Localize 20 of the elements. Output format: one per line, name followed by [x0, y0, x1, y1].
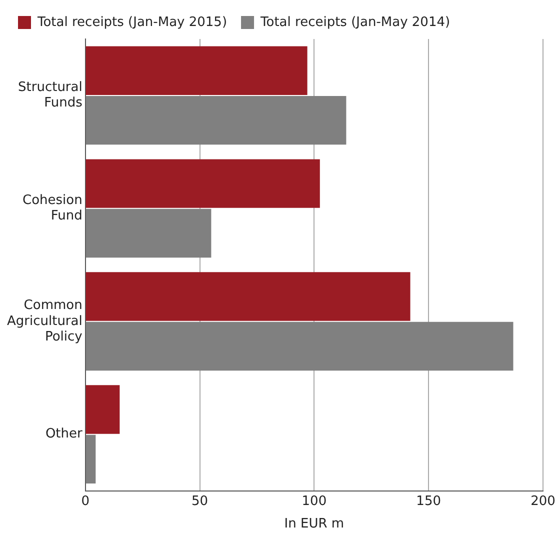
y-tick-label: Cohesion Fund — [22, 193, 82, 224]
x-axis-title: In EUR m — [284, 516, 344, 532]
bar — [86, 385, 120, 434]
bar — [86, 272, 410, 321]
y-tick-label: Other — [45, 426, 84, 442]
bar — [86, 96, 346, 145]
bar — [86, 208, 212, 258]
bar — [86, 322, 514, 371]
bar — [86, 46, 308, 95]
y-tick-label: Common Agricultural Policy — [7, 298, 83, 344]
bar — [86, 159, 320, 208]
bar — [86, 434, 96, 484]
x-tick-label: 100 — [302, 494, 327, 509]
x-tick-label: 50 — [191, 494, 208, 509]
legend-label: Total receipts (Jan-May 2015) — [36, 14, 228, 30]
x-tick-label: 150 — [416, 494, 442, 509]
x-tick-label: 200 — [530, 494, 556, 509]
legend-label: Total receipts (Jan-May 2014) — [260, 14, 450, 30]
x-tick-label: 0 — [81, 494, 90, 509]
y-tick-label: Structural Funds — [18, 80, 83, 111]
